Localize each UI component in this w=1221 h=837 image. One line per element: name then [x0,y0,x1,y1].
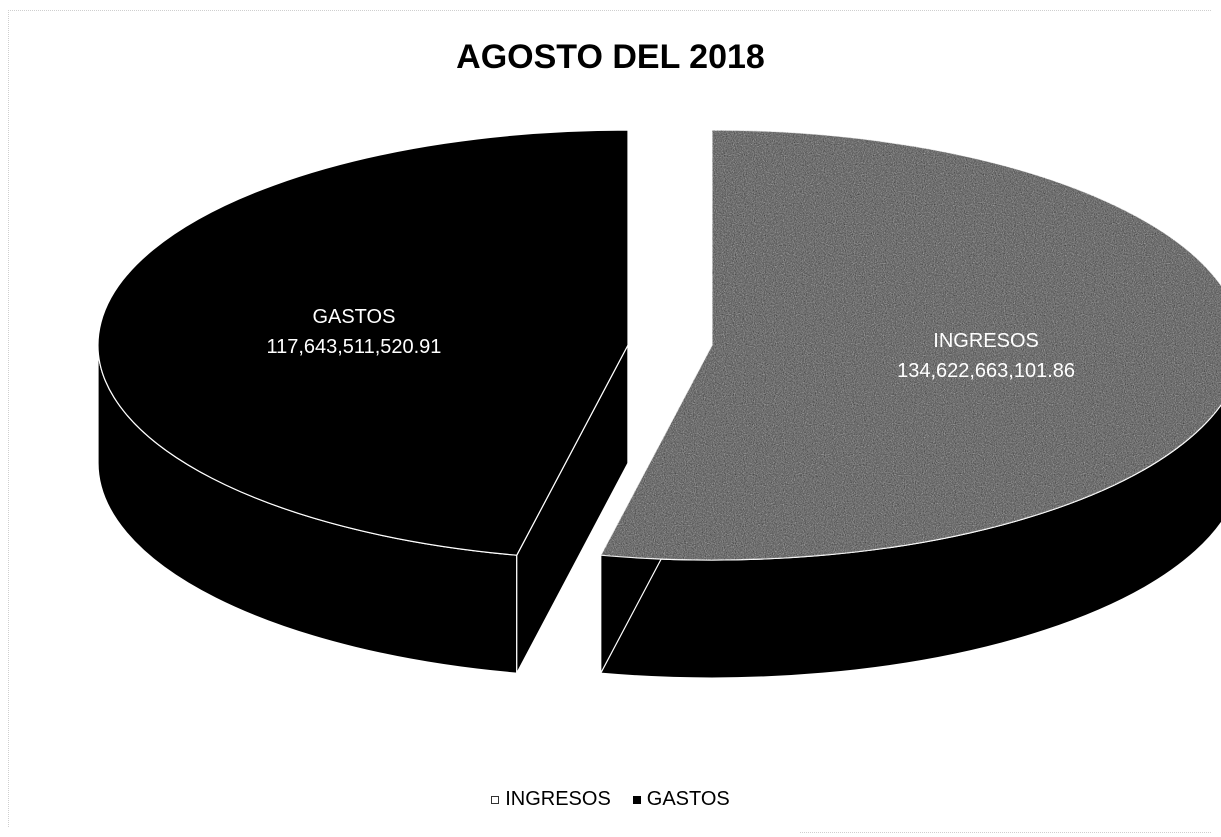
pie-slice-texture-ingresos [600,130,1221,560]
data-label-value-ingresos: 134,622,663,101.86 [897,360,1075,382]
bottom-dotted-border [800,832,1211,833]
legend-entry-ingresos: INGRESOS [491,788,611,811]
legend-label-gastos: GASTOS [646,788,730,810]
data-label-value-gastos: 117,643,511,520.91 [266,336,441,358]
left-dotted-border [8,10,9,827]
legend-swatch-gastos [632,795,641,804]
top-dotted-border [10,10,1211,11]
legend-label-ingresos: INGRESOS [505,788,611,810]
data-label-name-gastos: GASTOS [312,306,395,328]
data-label-name-ingresos: INGRESOS [933,330,1039,352]
chart-legend: INGRESOS GASTOS [0,788,1221,811]
legend-swatch-ingresos [491,795,500,804]
chart-title: AGOSTO DEL 2018 [456,38,765,76]
pie-slice-gastos [97,129,629,556]
legend-entry-gastos: GASTOS [632,788,730,811]
